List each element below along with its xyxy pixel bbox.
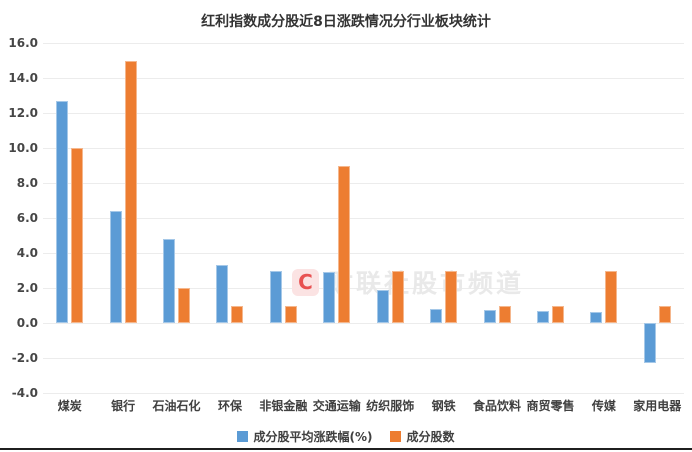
bar-stock-count [178,288,191,323]
gridline [43,182,684,184]
x-tick-label: 传媒 [591,399,616,413]
chart-title: 红利指数成分股近8日涨跌情况分行业板块统计 [201,14,491,30]
gridline [43,392,684,394]
x-tick-label: 非银金融 [259,399,308,413]
gridline [43,112,684,114]
x-tick-label: 交通运输 [312,399,361,413]
gridline [43,252,684,254]
bar-stock-count [284,305,297,323]
y-tick-label: 2.0 [16,281,38,295]
gridline [43,322,684,324]
bar-avg-change [376,289,389,323]
bar-avg-change [536,310,549,323]
chart-legend: 成分股平均涨跌幅(%) 成分股数 [0,427,692,445]
y-tick-label: 10.0 [8,141,38,155]
bottom-border-line [0,448,692,450]
bar-avg-change [56,100,69,323]
cls-logo-icon: C [292,268,319,296]
x-tick-label: 食品饮料 [473,399,522,413]
bar-stock-count [338,165,351,323]
legend-item: 成分股数 [390,428,455,445]
y-tick-label: 8.0 [16,176,38,190]
y-tick-label: -4.0 [11,386,38,400]
bar-stock-count [445,270,458,323]
x-tick-label: 银行 [111,399,136,413]
watermark-text: 财联社股市频道 [328,269,525,298]
y-tick-label: -2.0 [11,351,38,365]
bar-stock-count [124,60,137,323]
bar-avg-change [216,265,229,323]
legend-item: 成分股平均涨跌幅(%) [237,428,372,445]
y-tick-label: 6.0 [16,211,38,225]
y-tick-label: 0.0 [16,316,38,330]
x-tick-label: 钢铁 [431,399,456,413]
gridline [43,147,684,149]
bar-stock-count [551,305,564,323]
gridline [43,42,684,44]
bar-avg-change [109,211,122,323]
gridline [43,77,684,79]
y-tick-label: 14.0 [8,71,38,85]
bar-avg-change [483,309,496,323]
y-tick-label: 4.0 [16,246,38,260]
gridline [43,357,684,359]
x-tick-label: 纺织服饰 [366,399,415,413]
legend-label: 成分股数 [406,429,455,444]
x-tick-label: 环保 [217,399,242,413]
legend-swatch-icon [237,430,249,442]
bar-avg-change [269,270,282,323]
legend-swatch-icon [390,430,402,442]
bar-stock-count [231,305,244,323]
bar-avg-change [163,239,176,323]
y-tick-label: 12.0 [8,106,38,120]
plot-area: C 财联社股市频道 [43,42,684,394]
bar-avg-change [643,323,656,364]
gridline [43,287,684,289]
bar-stock-count [658,305,671,323]
x-tick-label: 石油石化 [152,399,201,413]
legend-label: 成分股平均涨跌幅(%) [253,429,373,444]
x-tick-label: 煤炭 [57,399,82,413]
bar-stock-count [605,270,618,323]
bar-stock-count [498,305,511,323]
watermark: C 财联社股市频道 [292,264,524,300]
bar-stock-count [71,148,84,323]
bar-avg-change [430,309,443,323]
gridline [43,217,684,219]
bar-avg-change [323,272,336,323]
bar-stock-count [391,270,404,323]
bar-avg-change [590,311,603,323]
x-tick-label: 商贸零售 [526,399,575,413]
y-tick-label: 16.0 [8,36,38,50]
x-tick-label: 家用电器 [633,399,682,413]
